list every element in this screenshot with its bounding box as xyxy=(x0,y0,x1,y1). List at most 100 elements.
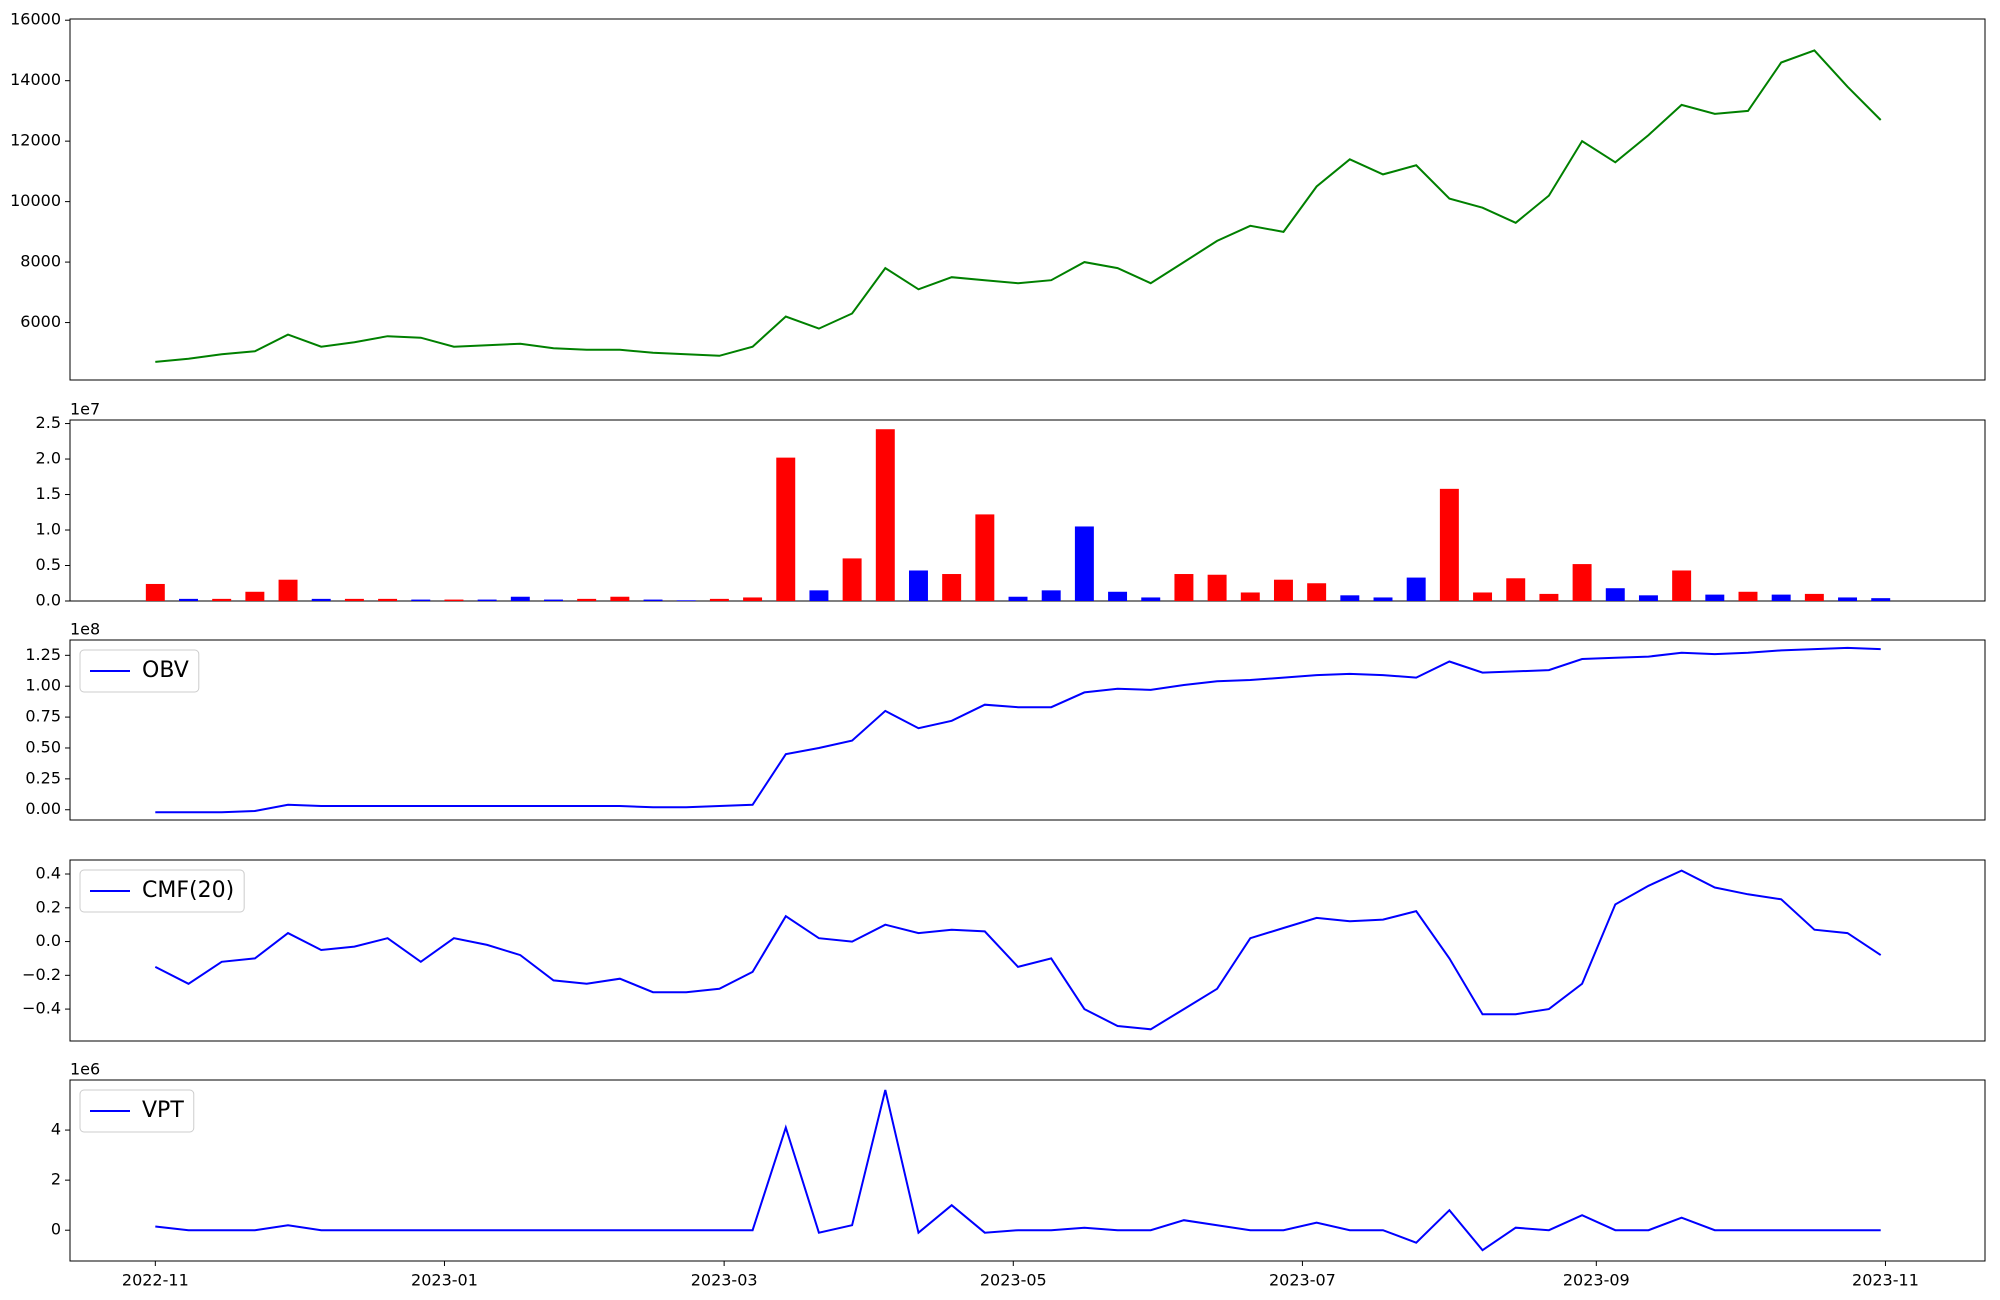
y-tick-label: 10000 xyxy=(10,191,61,210)
bar xyxy=(1539,593,1559,601)
bar xyxy=(544,599,563,601)
y-tick-label: 8000 xyxy=(20,252,61,271)
bar xyxy=(510,596,530,601)
bar xyxy=(1041,590,1061,601)
y-tick-label: 0.75 xyxy=(25,707,61,726)
x-tick-label: 2023-11 xyxy=(1852,1271,1919,1290)
x-tick-label: 2023-05 xyxy=(980,1271,1047,1290)
y-tick-label: 0.2 xyxy=(36,897,61,916)
axis-offset-label: 1e7 xyxy=(70,400,100,419)
legend xyxy=(79,869,245,913)
bar xyxy=(1240,592,1260,601)
bar xyxy=(477,599,497,601)
bar xyxy=(444,599,464,601)
bar xyxy=(1638,595,1658,601)
y-tick-label: 0.50 xyxy=(25,737,61,756)
y-tick-label: 2 xyxy=(51,1170,61,1189)
y-tick-label: 0.0 xyxy=(36,931,61,950)
bar xyxy=(709,598,729,601)
y-tick-label: 1.25 xyxy=(25,645,61,664)
plot-frame xyxy=(69,639,1986,821)
bar xyxy=(676,600,696,601)
x-tick-label: 2023-01 xyxy=(411,1271,478,1290)
line xyxy=(155,646,1881,814)
line xyxy=(155,1089,1881,1252)
x-tick-label: 2023-09 xyxy=(1563,1271,1630,1290)
y-tick-label: 0 xyxy=(51,1220,61,1239)
y-tick-label: 16000 xyxy=(10,10,61,29)
y-tick-label: 2.0 xyxy=(36,449,61,468)
bar xyxy=(1838,597,1858,601)
y-tick-label: 1.0 xyxy=(36,520,61,539)
bar xyxy=(1506,578,1526,601)
y-tick-label: 0.25 xyxy=(25,768,61,787)
bar xyxy=(1207,574,1227,601)
bar xyxy=(776,457,796,601)
y-tick-label: 1.00 xyxy=(25,676,61,695)
bar xyxy=(145,583,165,601)
y-tick-label: 12000 xyxy=(10,131,61,150)
bar xyxy=(1705,594,1725,601)
y-tick-label: −0.4 xyxy=(22,999,61,1018)
bar xyxy=(743,597,763,601)
bar xyxy=(842,558,862,601)
bar xyxy=(1804,593,1824,601)
plot-frame xyxy=(69,1079,1986,1262)
y-tick-label: 0.5 xyxy=(36,555,61,574)
line xyxy=(155,49,1882,363)
bar xyxy=(809,590,829,601)
bar xyxy=(1074,526,1094,601)
plot-frame xyxy=(69,18,1986,381)
bar xyxy=(411,599,431,601)
y-tick-label: 1.5 xyxy=(36,484,61,503)
bar xyxy=(1672,570,1692,601)
bar xyxy=(1473,592,1493,601)
bar xyxy=(1307,583,1327,601)
bar xyxy=(245,591,265,601)
bar xyxy=(577,598,597,601)
plot-frame xyxy=(69,419,1986,602)
bar xyxy=(1008,596,1028,601)
bar xyxy=(1871,598,1891,601)
bar xyxy=(1771,594,1791,601)
y-tick-label: 0.4 xyxy=(36,864,61,883)
legend-label: OBV xyxy=(142,658,189,683)
bar xyxy=(908,570,928,601)
line xyxy=(154,869,1882,1031)
bar xyxy=(643,599,663,601)
bar xyxy=(1108,591,1128,601)
bar xyxy=(1605,588,1625,601)
legend xyxy=(79,649,200,693)
x-tick-label: 2022-11 xyxy=(122,1271,189,1290)
axis-offset-label: 1e6 xyxy=(70,1060,100,1079)
bar xyxy=(610,596,630,601)
legend-label: VPT xyxy=(142,1098,184,1123)
bar xyxy=(1572,564,1592,601)
bar xyxy=(311,598,331,601)
legend xyxy=(79,1089,195,1133)
bar xyxy=(1373,597,1393,601)
bar xyxy=(344,598,364,601)
legend-label: CMF(20) xyxy=(142,878,234,903)
axis-offset-label: 1e8 xyxy=(70,620,100,639)
y-tick-label: 0.00 xyxy=(25,799,61,818)
bar xyxy=(975,514,995,601)
y-tick-label: −0.2 xyxy=(22,965,61,984)
y-tick-label: 6000 xyxy=(20,312,61,331)
bar xyxy=(1273,579,1293,601)
y-tick-label: 4 xyxy=(51,1120,61,1139)
x-tick-label: 2023-07 xyxy=(1269,1271,1336,1290)
bar xyxy=(1141,597,1161,601)
bar xyxy=(179,598,198,601)
bar xyxy=(378,598,398,601)
x-tick-label: 2023-03 xyxy=(691,1271,758,1290)
bar xyxy=(1738,591,1758,601)
bar xyxy=(1174,574,1194,601)
bar xyxy=(278,579,298,601)
bar xyxy=(1340,595,1360,601)
bar xyxy=(1439,488,1459,601)
bar xyxy=(875,429,895,601)
y-tick-label: 14000 xyxy=(10,70,61,89)
y-tick-label: 0.0 xyxy=(36,591,61,610)
